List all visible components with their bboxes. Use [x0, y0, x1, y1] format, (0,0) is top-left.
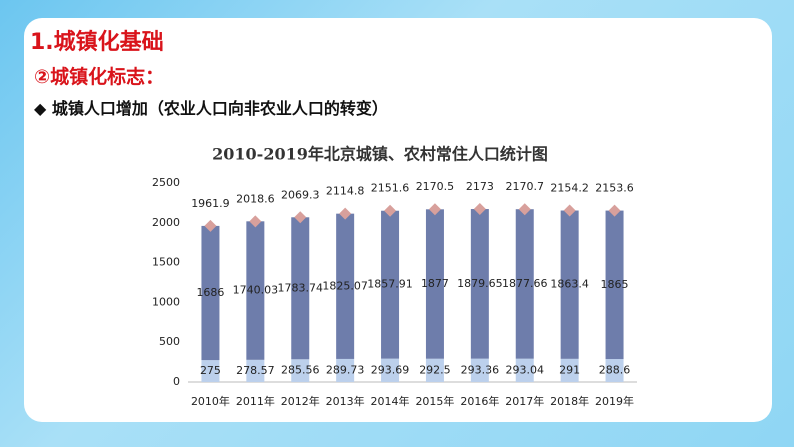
- x-tick-label: 2018年: [550, 394, 589, 408]
- data-label: 1783.74: [278, 281, 324, 294]
- data-label: 275: [200, 364, 221, 377]
- x-tick-label: 2011年: [236, 394, 275, 408]
- data-label: 1865: [601, 278, 629, 291]
- data-label: 1863.4: [550, 278, 589, 291]
- y-tick-label: 2500: [152, 176, 180, 189]
- bar-segment: [425, 209, 444, 359]
- data-label: 2153.6: [595, 182, 634, 195]
- bar-segment: [470, 358, 489, 382]
- bar-segment: [336, 213, 355, 359]
- x-tick-label: 2014年: [371, 394, 410, 408]
- data-label: 2170.5: [416, 180, 455, 193]
- data-label: 278.57: [236, 364, 275, 377]
- chart-title: 2010-2019年北京城镇、农村常住人口统计图: [212, 145, 548, 164]
- data-label: 292.5: [419, 363, 451, 376]
- subheading: ②城镇化标志：: [34, 66, 165, 88]
- data-label: 291: [559, 363, 580, 376]
- bar-segment: [425, 358, 444, 382]
- data-label: 2018.6: [236, 192, 275, 205]
- bar-segment: [470, 209, 489, 359]
- data-label: 1877.66: [502, 277, 548, 290]
- x-tick-label: 2013年: [326, 394, 365, 408]
- data-label: 293.04: [506, 363, 545, 376]
- bar-segment: [605, 359, 624, 382]
- data-label: 2173: [466, 180, 494, 193]
- data-label: 2154.2: [550, 182, 589, 195]
- data-label: 2151.6: [371, 182, 410, 195]
- total-marker: [294, 211, 307, 224]
- y-tick-label: 1000: [152, 295, 180, 308]
- data-label: 1686: [196, 286, 224, 299]
- bar-segment: [201, 360, 220, 382]
- data-label: 1825.07: [322, 279, 368, 292]
- x-tick-label: 2017年: [505, 394, 544, 408]
- bar-segment: [381, 358, 400, 382]
- data-label: 2114.8: [326, 185, 365, 198]
- bar-segment: [291, 217, 310, 360]
- total-marker: [608, 204, 621, 217]
- total-marker: [384, 204, 397, 217]
- bar-segment: [246, 221, 265, 360]
- bar-segment: [560, 210, 579, 359]
- bar-segment: [381, 210, 400, 359]
- data-label: 1857.91: [367, 278, 413, 291]
- bar-segment: [291, 359, 310, 382]
- data-label: 293.69: [371, 363, 410, 376]
- data-label: 1740.03: [233, 284, 279, 297]
- data-label: 289.73: [326, 363, 365, 376]
- data-label: 1877: [421, 277, 449, 290]
- bar-segment: [560, 358, 579, 382]
- heading: 1.城镇化基础: [30, 30, 164, 55]
- bullet: ◆ 城镇人口增加（农业人口向非农业人口的转变）: [34, 99, 388, 118]
- bar-segment: [201, 225, 220, 361]
- data-label: 288.6: [599, 364, 631, 377]
- y-tick-label: 2000: [152, 216, 180, 229]
- bar-segment: [246, 359, 265, 382]
- data-label: 1961.9: [191, 197, 230, 210]
- x-tick-label: 2010年: [191, 394, 230, 408]
- data-label: 293.36: [461, 363, 500, 376]
- x-tick-label: 2012年: [281, 394, 320, 408]
- data-label: 2170.7: [506, 180, 545, 193]
- bar-segment: [336, 358, 355, 382]
- total-marker: [473, 203, 486, 216]
- total-marker: [428, 203, 441, 216]
- x-tick-label: 2015年: [415, 394, 454, 408]
- data-label: 285.56: [281, 364, 320, 377]
- bar-segment: [515, 358, 534, 382]
- total-marker: [518, 203, 531, 216]
- total-marker: [249, 215, 262, 228]
- bar-segment: [515, 209, 534, 359]
- y-tick-label: 1500: [152, 256, 180, 269]
- total-marker: [339, 207, 352, 220]
- data-label: 1879.65: [457, 277, 503, 290]
- x-tick-label: 2019年: [595, 394, 634, 408]
- y-tick-label: 0: [173, 375, 180, 388]
- x-tick-label: 2016年: [460, 394, 499, 408]
- data-label: 2069.3: [281, 188, 320, 201]
- total-marker: [204, 219, 217, 232]
- total-marker: [563, 204, 576, 217]
- bar-segment: [605, 210, 624, 360]
- y-tick-label: 500: [159, 335, 180, 348]
